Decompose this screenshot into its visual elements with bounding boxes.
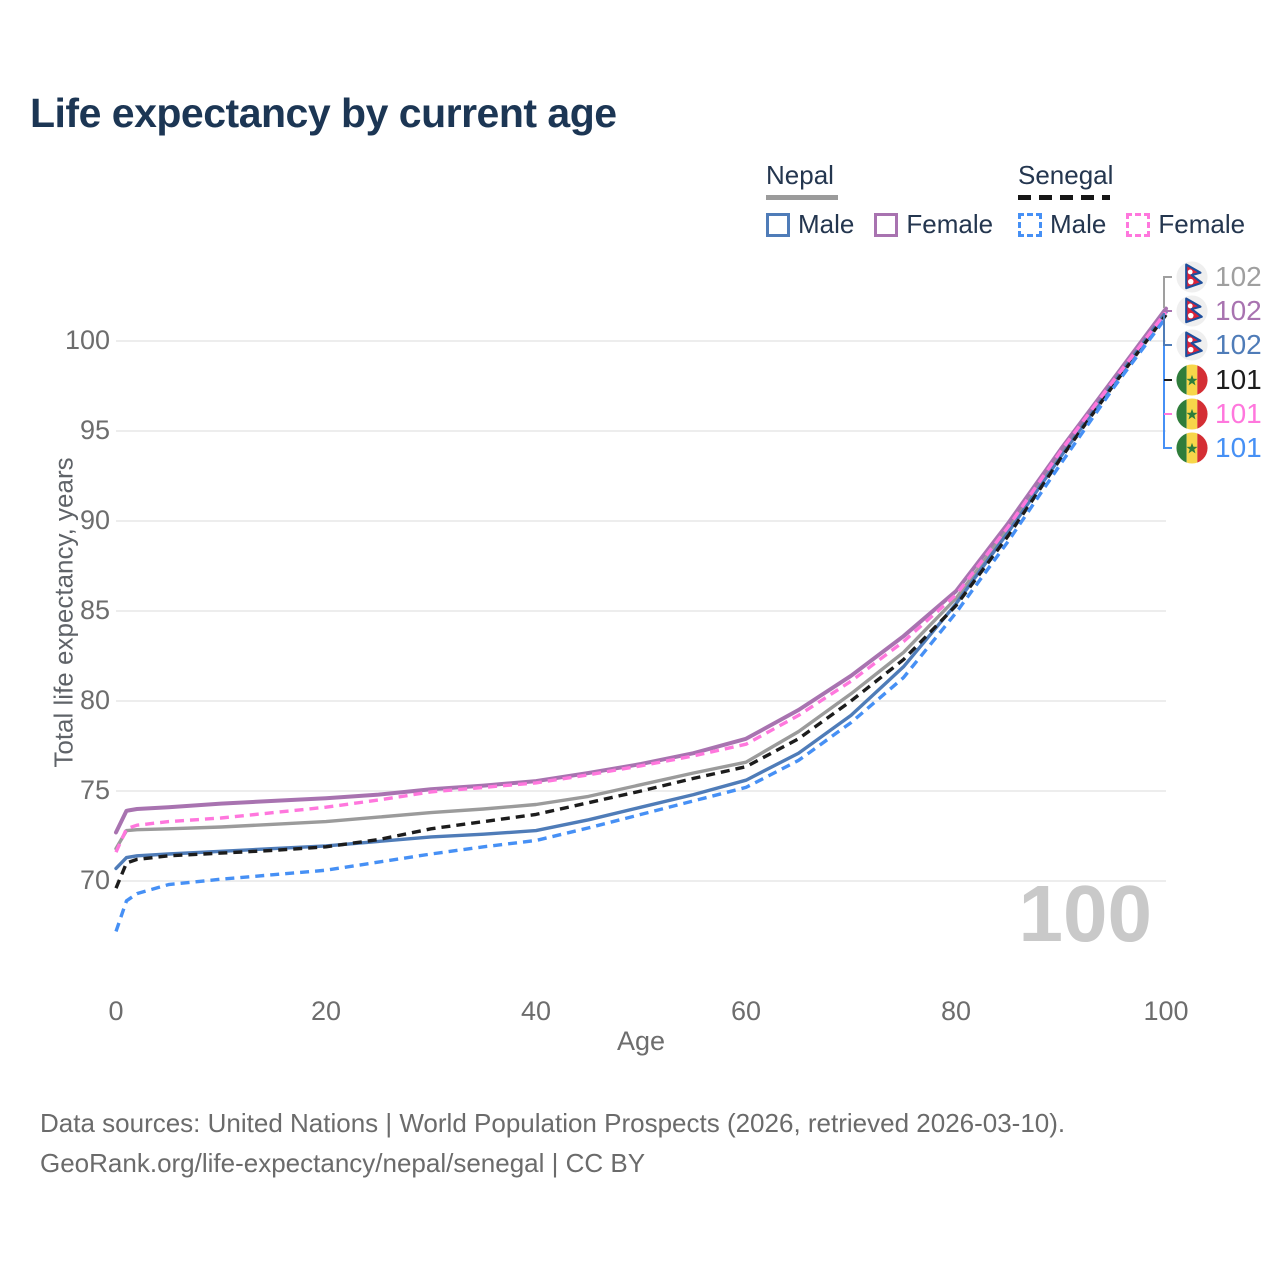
x-tick-label: 100 [1143, 996, 1189, 1026]
legend-group-nepal: Nepal Male Female [766, 160, 1006, 240]
end-label-nepal_female: 102 [1176, 294, 1262, 328]
series-line-senegal_male[interactable] [114, 316, 1168, 932]
page-title: Life expectancy by current age [30, 90, 617, 136]
senegal-flag-icon [1176, 364, 1208, 396]
x-tick-label: 80 [940, 996, 972, 1026]
series-line-senegal_total[interactable] [114, 313, 1168, 889]
end-label-senegal_male: 101 [1176, 431, 1262, 465]
senegal-female-swatch [1126, 212, 1151, 237]
series-line-nepal_total[interactable] [114, 308, 1168, 851]
end-value: 102 [1215, 329, 1262, 360]
legend-label: Female [1158, 209, 1246, 239]
x-tick-label: 60 [730, 996, 762, 1026]
end-label-senegal_female: 101 [1176, 397, 1262, 431]
attribution-link: GeoRank.org/life-expectancy/nepal/senega… [40, 1148, 646, 1178]
nepal-flag-icon [1176, 295, 1208, 327]
end-value: 101 [1215, 398, 1262, 429]
x-tick-label: 40 [520, 996, 552, 1026]
nepal-male-swatch [766, 212, 790, 237]
x-tick-label: 0 [108, 996, 124, 1026]
senegal-flag-icon [1176, 432, 1208, 464]
series-line-nepal_female[interactable] [114, 306, 1168, 835]
legend-group-senegal: Senegal Male Female [1018, 160, 1258, 240]
senegal-male-swatch [1018, 212, 1042, 237]
end-value: 102 [1215, 261, 1262, 292]
end-label-nepal_total: 102 [1176, 260, 1262, 294]
data-sources-note: Data sources: United Nations | World Pop… [40, 1108, 1066, 1138]
nepal-line-sample [766, 195, 838, 200]
legend-label: Male [798, 209, 855, 239]
senegal-line-sample [1018, 195, 1110, 200]
end-value: 101 [1215, 364, 1262, 395]
x-tick-label: 20 [310, 996, 342, 1026]
legend-label: Male [1050, 209, 1107, 239]
y-tick-label: 70 [79, 865, 110, 895]
leader-line [1163, 316, 1172, 449]
nepal-flag-icon [1176, 329, 1208, 361]
senegal-flag-icon [1176, 398, 1208, 430]
nepal-flag-icon [1176, 261, 1208, 293]
legend-country-nepal: Nepal [766, 160, 834, 190]
y-tick-label: 95 [79, 415, 110, 445]
legend-label: Female [906, 209, 994, 239]
leader-line [1163, 313, 1172, 346]
end-value: 101 [1215, 432, 1262, 463]
x-axis-title: Age [616, 1026, 666, 1056]
legend-item-nepal-female[interactable]: Female [874, 209, 993, 240]
nepal-female-swatch [874, 212, 899, 237]
series-line-senegal_female[interactable] [114, 311, 1168, 853]
legend-item-senegal-male[interactable]: Male [1018, 209, 1106, 240]
y-tick-label: 85 [79, 595, 110, 625]
legend-item-nepal-male[interactable]: Male [766, 209, 854, 240]
y-tick-label: 100 [64, 325, 110, 355]
end-value: 102 [1215, 295, 1262, 326]
leader-line [1163, 276, 1172, 308]
legend-item-senegal-female[interactable]: Female [1126, 209, 1245, 240]
y-tick-label: 80 [79, 685, 110, 715]
end-label-senegal_total: 101 [1176, 363, 1262, 397]
y-tick-label: 90 [79, 505, 110, 535]
end-label-nepal_male: 102 [1176, 328, 1262, 362]
legend-country-senegal: Senegal [1018, 160, 1114, 190]
y-tick-label: 75 [79, 775, 110, 805]
age-watermark: 100 [1018, 869, 1152, 958]
